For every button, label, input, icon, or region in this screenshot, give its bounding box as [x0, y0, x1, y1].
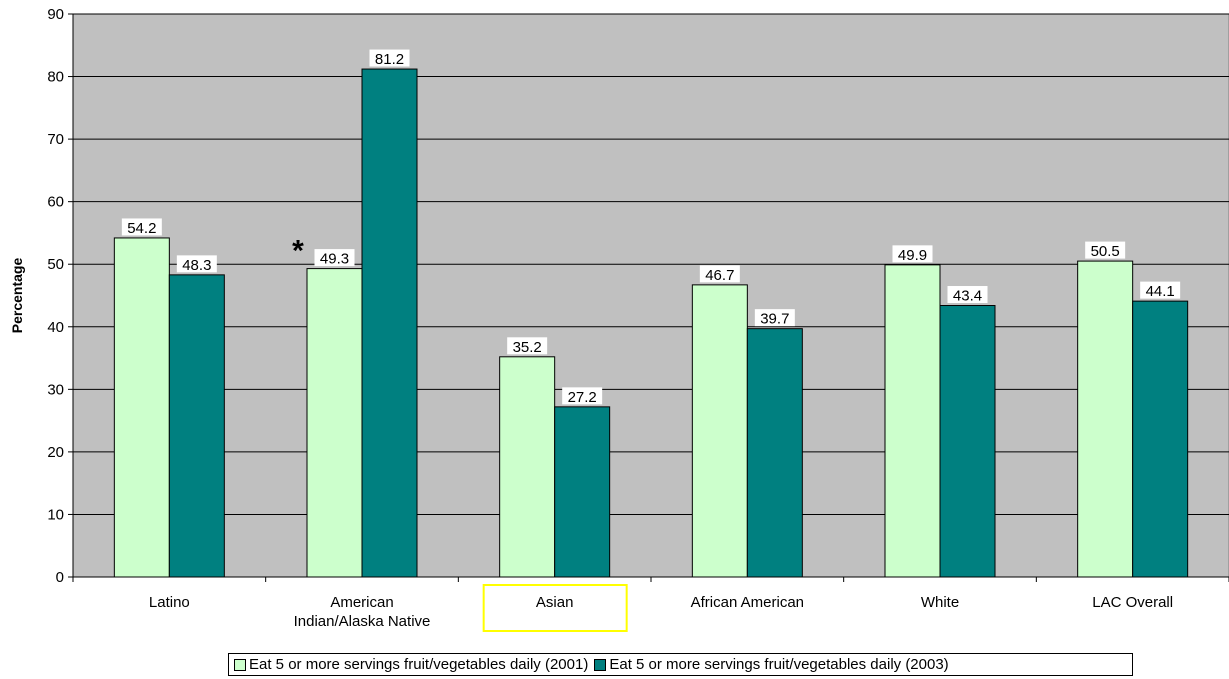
data-label: 46.7: [705, 267, 734, 284]
bar-2003: [1132, 300, 1189, 578]
category-label: White: [921, 594, 959, 611]
legend-label-2003: Eat 5 or more servings fruit/vegetables …: [609, 656, 949, 673]
category-label: Latino: [149, 594, 190, 611]
data-label-bg: [121, 218, 162, 236]
data-label-bg: [176, 255, 217, 273]
y-axis-title: Percentage: [9, 258, 25, 334]
data-label-bg: [314, 249, 355, 267]
category-label: LAC Overall: [1092, 594, 1173, 611]
data-label: 43.4: [953, 288, 982, 305]
data-label: 50.5: [1091, 243, 1120, 260]
bar-2001: [1077, 260, 1134, 578]
category-label: Indian/Alaska Native: [294, 613, 431, 630]
data-label-bg: [754, 309, 795, 327]
data-label-bg: [1140, 281, 1181, 299]
data-label-bg: [892, 245, 933, 263]
data-label: 27.2: [568, 389, 597, 406]
legend-item-2001: Eat 5 or more servings fruit/vegetables …: [234, 656, 588, 673]
data-label-bg: [947, 286, 988, 304]
data-label-bg: [1085, 241, 1126, 259]
data-label: 49.9: [898, 247, 927, 264]
y-tick-label: 80: [47, 69, 64, 86]
bar-2003: [554, 406, 611, 578]
bar-2001: [113, 237, 170, 578]
y-tick-label: 10: [47, 506, 64, 523]
bar-2001: [691, 284, 748, 578]
bars: [113, 68, 1189, 578]
data-label-bg: [562, 387, 603, 405]
data-label-bg: [369, 49, 410, 67]
x-axis: Latino American Indian/Alaska Native Asian A…: [72, 576, 1229, 632]
legend-label-2001: Eat 5 or more servings fruit/vegetables …: [249, 656, 589, 673]
category-label: American: [330, 594, 393, 611]
bar-2003: [746, 328, 803, 578]
bar-2003: [361, 68, 418, 578]
data-label-bg: [699, 265, 740, 283]
asterisk-annotation: *: [292, 235, 304, 268]
y-tick-label: 0: [56, 569, 64, 586]
plot-area: [72, 13, 1229, 578]
bar-2003: [168, 274, 225, 578]
y-tick-label: 90: [47, 6, 64, 23]
highlight-box: [482, 584, 628, 632]
legend-item-2003: Eat 5 or more servings fruit/vegetables …: [594, 656, 949, 673]
category-label: Asian: [536, 594, 574, 611]
gridlines: [73, 13, 1229, 515]
y-tick-label: 30: [47, 381, 64, 398]
bar-2001: [884, 264, 941, 578]
data-label: 35.2: [513, 339, 542, 356]
data-label: 44.1: [1146, 283, 1175, 300]
y-tick-label: 70: [47, 131, 64, 148]
y-tick-label: 40: [47, 319, 64, 336]
y-tick-label: 50: [47, 256, 64, 273]
data-label: 39.7: [760, 311, 789, 328]
legend-swatch-2001: [234, 658, 246, 671]
data-label: 81.2: [375, 51, 404, 68]
data-label-bg: [507, 337, 548, 355]
y-axis: 0 10 20 30 40 50 60 70 80 90: [47, 6, 74, 586]
legend: Eat 5 or more servings fruit/vegetables …: [228, 653, 1133, 676]
y-tick-label: 60: [47, 194, 64, 211]
data-label: 49.3: [320, 251, 349, 268]
data-labels: 54.2 48.3 49.3 81.2 * 35.2 27.2 46.7 39.7 49.9 43.…: [121, 49, 1181, 406]
data-label: 48.3: [182, 257, 211, 274]
category-label: African American: [691, 594, 804, 611]
bar-2001: [499, 356, 556, 578]
data-label: 54.2: [127, 220, 156, 237]
y-tick-label: 20: [47, 444, 64, 461]
bar-2003: [939, 305, 996, 578]
bar-2001: [306, 268, 363, 578]
legend-swatch-2003: [594, 658, 607, 671]
